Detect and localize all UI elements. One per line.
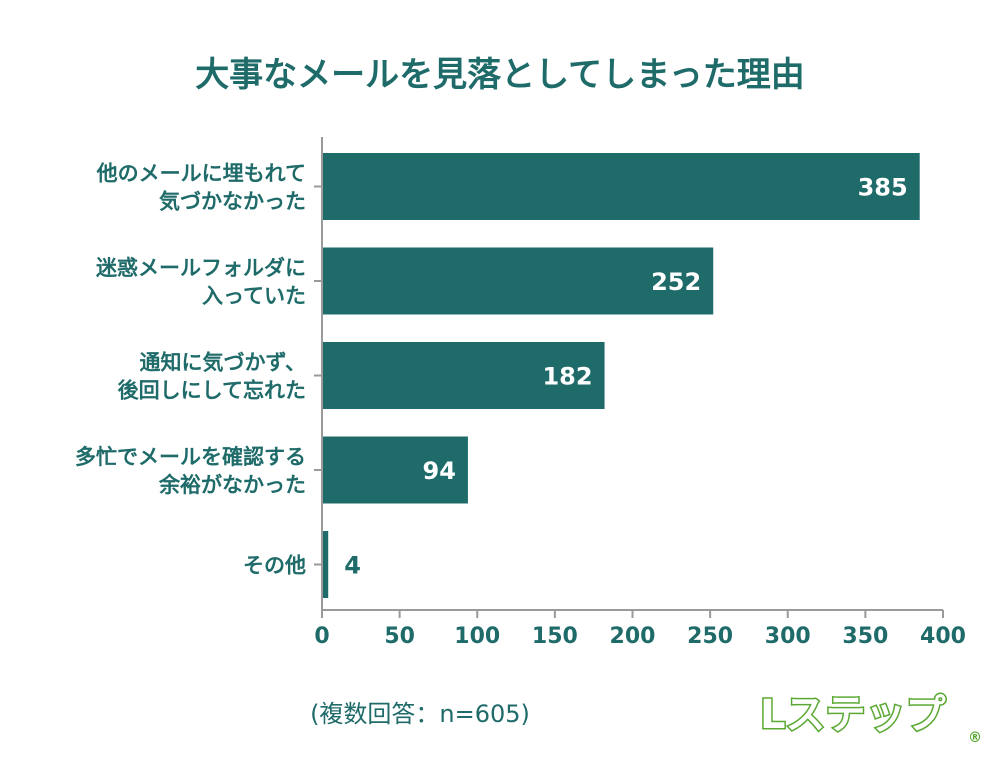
category-label-1-0: 迷惑メールフォルダに [95,256,306,280]
bar-4 [322,531,329,598]
category-label-0-0: 他のメールに埋もれて [96,162,306,186]
category-label-4-0: その他 [243,554,306,578]
x-tick-label-4: 200 [610,624,656,649]
x-tick-label-6: 300 [765,624,811,649]
chart-title: 大事なメールを見落としてしまった理由 [195,55,805,95]
x-tick-label-1: 50 [384,624,415,649]
axis-layer: 0 50 100 150 200 250 300 350 400 [314,137,966,649]
sample-size-note: (複数回答：n=605) [310,700,530,728]
bar-value-2: 182 [542,363,592,391]
x-tick-label-0: 0 [314,624,329,649]
category-label-3-0: 多忙でメールを確認する [75,445,306,469]
registered-mark: ® [968,730,982,746]
bar-value-4: 4 [344,552,361,580]
bar-value-1: 252 [651,268,701,296]
category-label-3-1: 余裕がなかった [158,473,306,497]
category-label-2-0: 通知に気づかず、 [139,351,306,375]
bar-value-0: 385 [858,174,908,202]
x-tick-label-2: 100 [454,624,500,649]
category-label-2-1: 後回しにして忘れた [118,379,306,403]
x-tick-label-7: 350 [842,624,888,649]
category-label-0-1: 気づかなかった [159,190,306,214]
category-label-1-1: 入っていた [202,284,306,308]
lstep-logo: Lステップ ® [759,691,983,747]
x-tick-label-8: 400 [920,624,966,649]
x-tick-label-3: 150 [532,624,578,649]
bar-0 [322,153,920,220]
bar-3 [322,436,468,504]
x-tick-label-5: 250 [687,624,733,649]
bar-value-3: 94 [423,457,456,485]
bar-1 [322,247,714,315]
logo-text: Lステップ [760,692,946,738]
bar-2 [322,342,605,409]
